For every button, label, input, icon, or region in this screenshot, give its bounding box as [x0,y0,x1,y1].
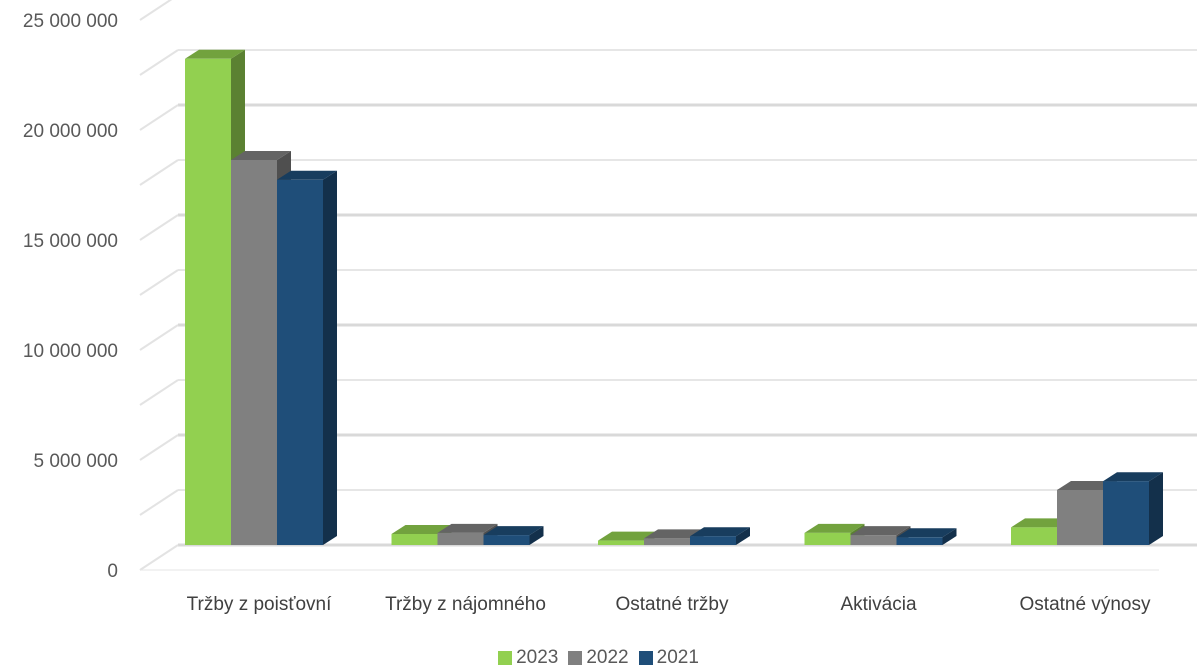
x-tick-label: Tržby z nájomného [385,594,546,615]
legend-label-2021: 2021 [656,647,699,668]
legend-swatch-2022 [568,651,583,665]
y-tick-label: 25 000 000 [23,11,118,32]
y-axis: 0 5 000 000 10 000 000 15 000 000 20 000 000… [23,11,118,582]
legend-item-2022: 2022 [568,647,629,669]
legend-swatch-2023 [498,651,513,665]
side-gridline [139,434,179,461]
bar-2021-3 [896,528,957,545]
side-gridline [139,49,179,76]
x-tick-label: Ostatné tržby [616,594,729,615]
gridlines [139,0,1197,571]
x-tick-label: Tržby z poisťovní [187,594,332,615]
bars [185,49,1163,546]
y-tick-label: 15 000 000 [23,231,118,252]
side-gridline [139,159,179,186]
x-tick-label: Ostatné výnosy [1020,594,1151,615]
side-gridline [139,379,179,406]
side-gridline [139,0,173,21]
legend-swatch-2021 [638,651,653,665]
y-tick-label: 20 000 000 [23,121,118,142]
y-tick-label: 5 000 000 [33,451,118,472]
legend-item-2023: 2023 [498,647,558,669]
side-gridline [139,324,179,351]
bar-2021-1 [483,526,544,545]
legend-label-2022: 2022 [586,647,629,668]
x-axis: Tržby z poisťovní Tržby z nájomného Ostatn… [187,594,1151,615]
side-gridline [139,544,179,571]
bar-2021-2 [690,527,750,545]
bar-2021-0 [277,170,337,546]
legend: 2023 2022 2021 [0,646,1197,670]
legend-label-2023: 2023 [516,647,559,668]
y-tick-label: 0 [107,561,118,582]
x-tick-label: Aktivácia [840,594,916,615]
y-tick-label: 10 000 000 [23,341,118,362]
bar-2021-4 [1103,472,1163,545]
side-gridline [139,104,179,131]
side-gridline [139,214,179,241]
side-gridline [139,269,179,296]
chart-plot: 0 5 000 000 10 000 000 15 000 000 20 000 000… [23,0,1197,615]
side-gridline [139,489,179,516]
legend-item-2021: 2021 [638,647,699,669]
